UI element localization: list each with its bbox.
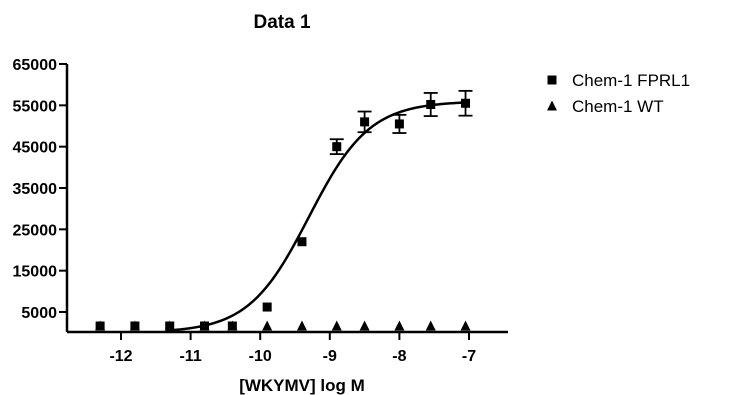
data-point-triangle xyxy=(460,320,471,331)
x-tick-label: -12 xyxy=(109,348,132,365)
x-tick-label: -11 xyxy=(179,348,201,365)
chart-title: Data 1 xyxy=(253,12,310,33)
data-point-triangle xyxy=(164,320,175,331)
plot-area: 5000 15000 25000 35000 45000 55000 65000 -12 -11… xyxy=(13,57,508,365)
data-point-square xyxy=(262,302,272,312)
x-tick-label: -7 xyxy=(462,348,476,365)
data-point-square xyxy=(360,117,370,127)
fit-curve xyxy=(166,101,470,332)
data-point-square xyxy=(332,142,342,152)
data-point-triangle xyxy=(95,320,106,331)
legend: Chem-1 FPRL1 Chem-1 WT xyxy=(547,71,690,116)
data-point-triangle xyxy=(331,320,342,331)
x-axis-title: [WKYMV] log M xyxy=(239,376,365,395)
data-point-triangle xyxy=(425,320,436,331)
data-point-square xyxy=(461,98,471,108)
legend-label: Chem-1 FPRL1 xyxy=(572,71,690,90)
y-tick-label: 25000 xyxy=(13,222,58,239)
data-point-square xyxy=(426,100,436,110)
x-tick-label: -10 xyxy=(249,348,272,365)
data-point-square xyxy=(297,237,307,247)
y-tick-label: 5000 xyxy=(21,305,57,322)
x-tick-label: -8 xyxy=(392,348,406,365)
data-point-square xyxy=(394,119,404,129)
x-tick-label: -9 xyxy=(323,348,337,365)
legend-marker xyxy=(547,100,557,111)
y-tick-label: 15000 xyxy=(13,264,58,281)
data-point-triangle xyxy=(199,320,210,331)
data-point-triangle xyxy=(262,320,273,331)
data-point-triangle xyxy=(227,320,238,331)
y-tick-label: 65000 xyxy=(13,57,58,74)
data-point-triangle xyxy=(129,320,140,331)
data-point-triangle xyxy=(296,320,307,331)
y-tick-label: 45000 xyxy=(13,140,58,157)
y-tick-label: 35000 xyxy=(13,181,58,198)
data-point-triangle xyxy=(359,320,370,331)
y-tick-label: 55000 xyxy=(13,98,58,115)
legend-label: Chem-1 WT xyxy=(572,97,664,116)
legend-marker xyxy=(547,75,557,85)
data-point-triangle xyxy=(394,320,405,331)
